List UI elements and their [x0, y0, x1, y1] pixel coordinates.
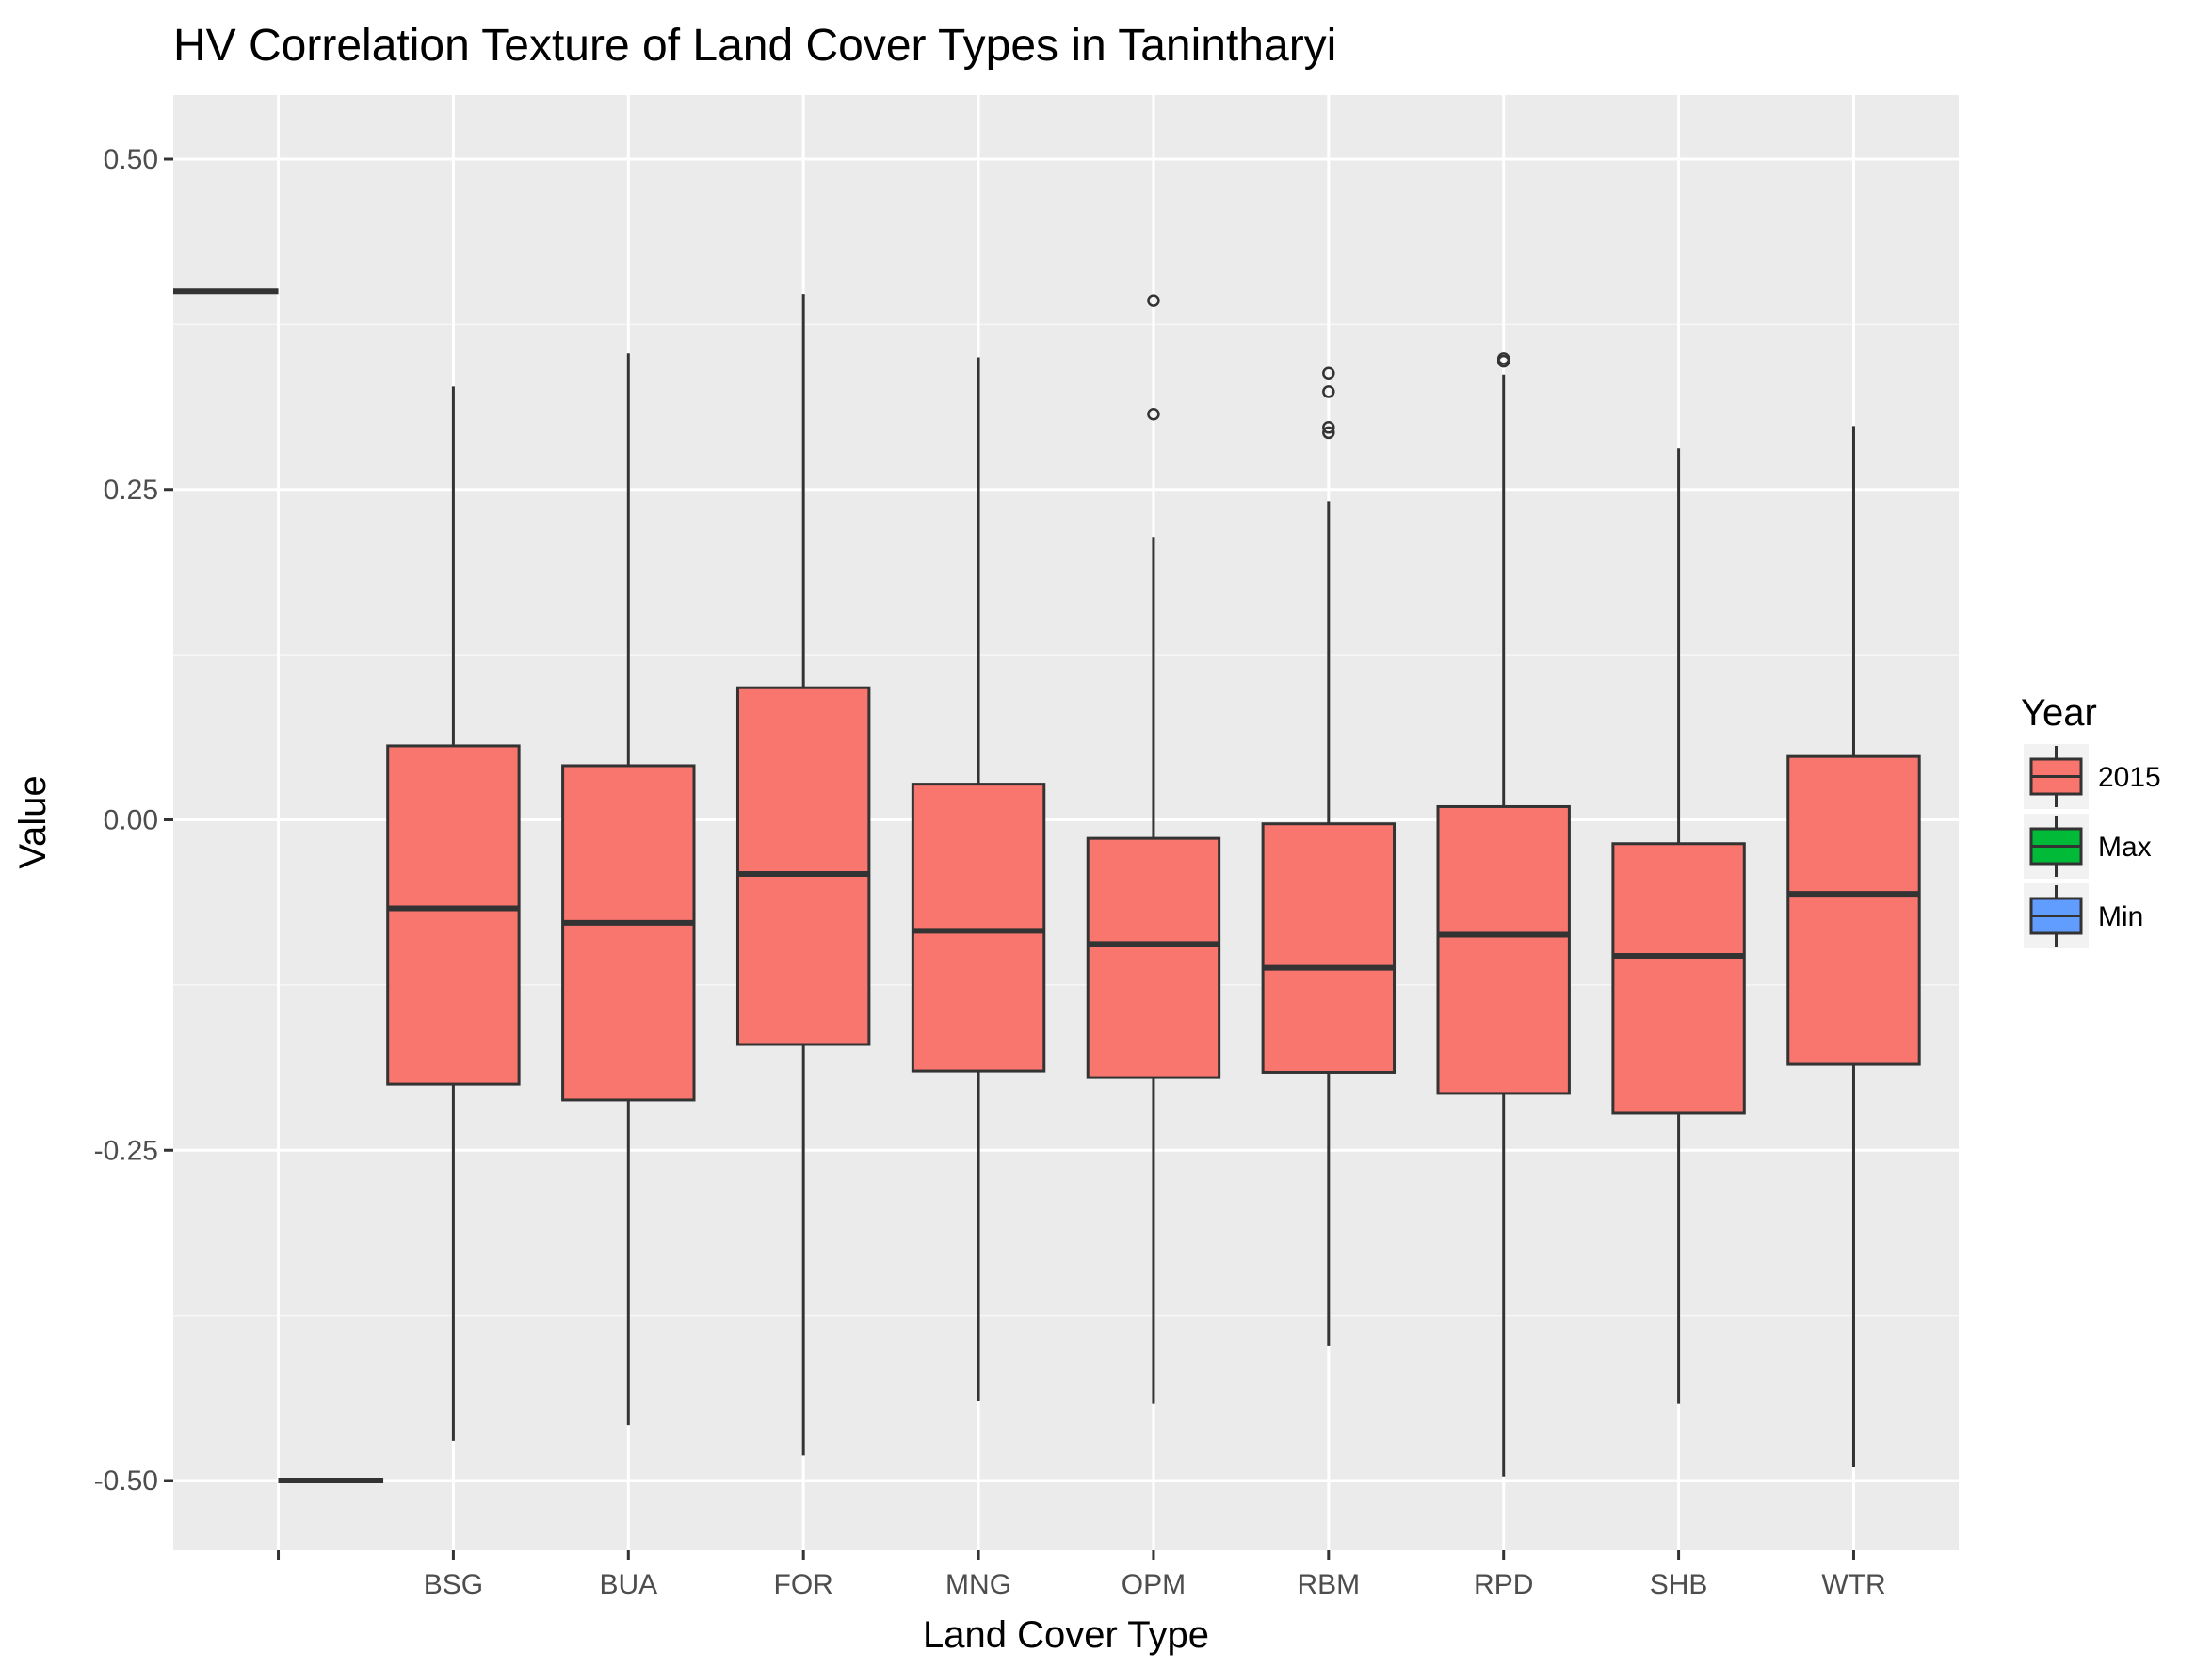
outlier-point: [1147, 408, 1160, 421]
box-bsg: [386, 386, 521, 1441]
box-wtr: [1786, 426, 1921, 1467]
box-mng: [911, 357, 1046, 1401]
legend-item-2015: 2015: [2024, 744, 2161, 809]
outlier-point: [1147, 294, 1160, 307]
box-for: [735, 294, 871, 1456]
y-axis-title: Value: [12, 775, 54, 868]
y-tick-label: 0.50: [104, 144, 158, 175]
box-body: [735, 686, 871, 1046]
x-tick-label: OPM: [1122, 1569, 1186, 1600]
box-body: [1436, 804, 1571, 1095]
outlier-point: [1322, 421, 1335, 434]
x-tick-label: MNG: [945, 1569, 1011, 1600]
x-tick-label: RPD: [1474, 1569, 1533, 1600]
box-body: [561, 764, 696, 1102]
legend-item-min: Min: [2024, 883, 2143, 948]
legend-label: 2015: [2098, 762, 2161, 793]
chart-title: HV Correlation Texture of Land Cover Typ…: [173, 21, 1336, 71]
box-bua: [561, 353, 696, 1426]
box-body: [911, 783, 1046, 1073]
box-body: [1611, 842, 1746, 1115]
outlier-point: [1496, 354, 1510, 368]
outlier-point: [1322, 426, 1335, 440]
outlier-point: [1322, 385, 1335, 398]
box-body: [1786, 754, 1921, 1066]
x-tick-label: FOR: [774, 1569, 833, 1600]
outlier-point: [1322, 366, 1335, 381]
box-body: [386, 744, 521, 1086]
x-tick-label: WTR: [1821, 1569, 1885, 1600]
y-tick-label: 0.00: [104, 805, 158, 836]
y-tick-label: 0.25: [104, 475, 158, 506]
box-rpd: [1436, 352, 1571, 1477]
y-tick-label: -0.25: [94, 1135, 158, 1166]
legend: Year 2015 Max Min: [2021, 692, 2161, 948]
y-tick-label: -0.50: [94, 1466, 158, 1497]
box-body: [1261, 822, 1397, 1074]
legend-label: Max: [2098, 832, 2152, 863]
y-axis: -0.50 -0.25 0.00 0.25 0.50: [94, 144, 173, 1497]
x-tick-label: SHB: [1650, 1569, 1708, 1600]
x-axis-title: Land Cover Type: [923, 1614, 1209, 1656]
box-body: [1086, 836, 1221, 1079]
x-tick-label: BSG: [424, 1569, 483, 1600]
legend-title: Year: [2021, 692, 2097, 734]
box-marks: [173, 288, 1921, 1483]
box-rbm: [1261, 366, 1397, 1346]
legend-item-max: Max: [2024, 814, 2152, 879]
box-opm: [1086, 294, 1221, 1404]
x-tick-label: BUA: [599, 1569, 657, 1600]
legend-items: 2015 Max Min: [2024, 744, 2161, 948]
legend-label: Min: [2098, 901, 2143, 932]
x-tick-label: RBM: [1297, 1569, 1360, 1600]
x-axis: BSG BUA FOR MNG OPM RBM RPD SHB WTR: [277, 1550, 1886, 1600]
box-shb: [1611, 448, 1746, 1404]
